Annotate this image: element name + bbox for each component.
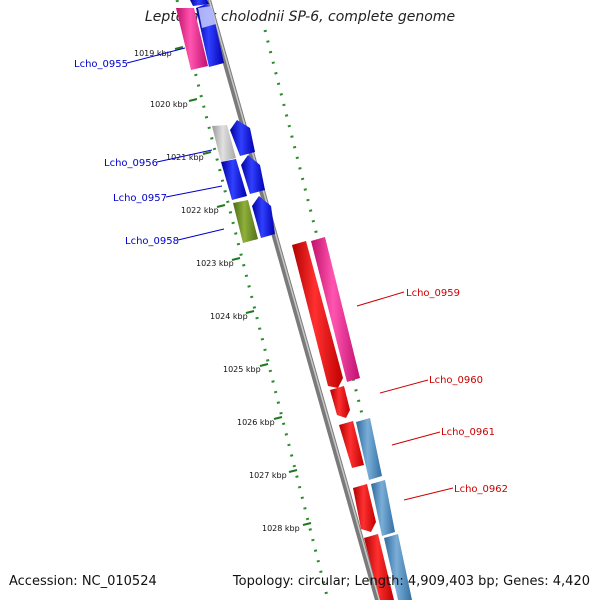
feature-arrow	[339, 421, 364, 468]
feature-arrow	[190, 0, 209, 6]
kbp-label: 1024 kbp	[210, 312, 248, 321]
gene-label: Lcho_0960	[429, 375, 483, 386]
kbp-label: 1019 kbp	[134, 49, 172, 58]
kbp-labels: 1019 kbp 1020 kbp 1021 kbp 1022 kbp 1023…	[134, 49, 300, 533]
gene-label: Lcho_0961	[441, 427, 495, 438]
kbp-label: 1027 kbp	[249, 471, 287, 480]
feature-arrow	[212, 125, 236, 162]
gene-label: Lcho_0957	[113, 193, 167, 204]
kbp-tick-marks	[174, 46, 312, 526]
feature-arrow	[198, 6, 216, 28]
kbp-label: 1028 kbp	[262, 524, 300, 533]
gene-labels: Lcho_0955 Lcho_0956 Lcho_0957 Lcho_0958 …	[74, 59, 508, 495]
tick-track-inner	[175, 0, 330, 600]
genome-stats-label: Topology: circular; Length: 4,909,403 bp…	[232, 574, 590, 589]
feature-arrow	[252, 196, 275, 238]
leader-lines	[126, 47, 454, 501]
forward-features	[292, 237, 412, 600]
feature-arrow	[384, 534, 412, 600]
feature-arrow	[292, 241, 343, 388]
feature-arrow	[311, 237, 360, 382]
gene-label: Lcho_0958	[125, 236, 179, 247]
feature-arrow	[176, 8, 208, 70]
kbp-label: 1021 kbp	[166, 153, 204, 162]
kbp-label: 1022 kbp	[181, 206, 219, 215]
gene-label: Lcho_0962	[454, 484, 508, 495]
feature-arrow	[230, 120, 255, 156]
map-title: Leptothrix cholodnii SP-6, complete geno…	[144, 9, 456, 25]
kbp-label: 1026 kbp	[237, 418, 275, 427]
feature-arrow	[241, 155, 265, 194]
kbp-label: 1020 kbp	[150, 100, 188, 109]
reverse-features	[176, 0, 275, 243]
gene-label: Lcho_0955	[74, 59, 128, 70]
accession-label: Accession: NC_010524	[9, 574, 157, 589]
feature-arrow	[364, 534, 394, 600]
backbone	[205, 0, 381, 600]
feature-arrow	[233, 200, 258, 243]
gene-label: Lcho_0959	[406, 288, 460, 299]
kbp-label: 1023 kbp	[196, 259, 234, 268]
kbp-label: 1025 kbp	[223, 365, 261, 374]
feature-arrow	[221, 159, 247, 200]
feature-arrow	[356, 418, 382, 480]
feature-arrow	[371, 480, 395, 536]
gene-label: Lcho_0956	[104, 158, 158, 169]
feature-arrow	[353, 484, 376, 532]
feature-arrow	[330, 386, 350, 418]
